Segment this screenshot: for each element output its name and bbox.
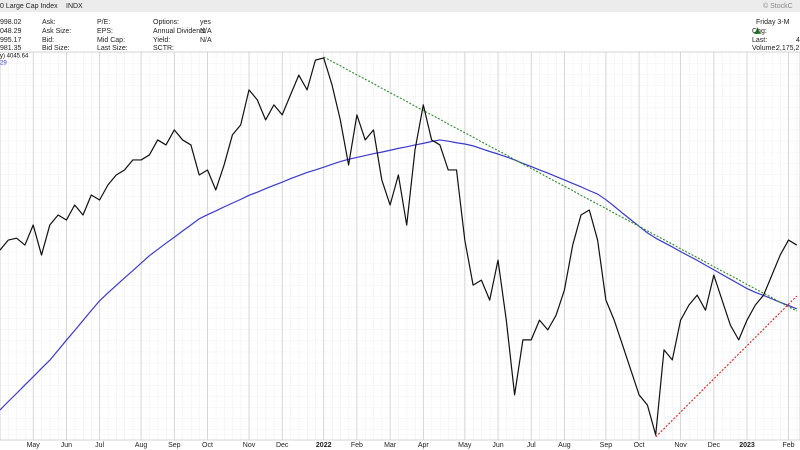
- title: 0 Large Cap Index: [0, 3, 58, 10]
- last-label: Last:: [752, 37, 767, 44]
- quote-field: Options:: [153, 19, 179, 26]
- plot-area: [0, 51, 800, 441]
- x-tick-label: May: [458, 442, 472, 449]
- x-tick-label: Oct: [202, 442, 213, 449]
- series-line: [0, 139, 798, 411]
- quote-field: 981.35: [0, 45, 22, 52]
- volume-value: 2,175,2: [776, 45, 799, 52]
- x-tick-label: May: [27, 442, 41, 449]
- up-arrow: [754, 28, 761, 34]
- month-lines: [32, 52, 789, 440]
- x-tick-label: Sep: [168, 442, 181, 449]
- quote-field: Mid Cap:: [97, 37, 125, 44]
- quote-field: yes: [200, 19, 211, 26]
- x-tick-label: Dec: [708, 442, 721, 449]
- quote-field: Bid Size:: [42, 45, 70, 52]
- credit: © StockC: [763, 2, 793, 10]
- x-tick-label: Feb: [351, 442, 363, 449]
- quote-field: N/A: [200, 28, 212, 35]
- x-tick-label: Sep: [600, 442, 613, 449]
- quote-field: P/E:: [97, 19, 110, 26]
- quote-field: Bid:: [42, 37, 54, 44]
- quote-field: Annual Dividend:: [153, 28, 206, 35]
- x-tick-label: Feb: [782, 442, 794, 449]
- quote-field: Ask:: [42, 19, 56, 26]
- x-tick-label: Jun: [492, 442, 503, 449]
- x-tick-label: Aug: [558, 442, 571, 449]
- x-tick-label: Nov: [674, 442, 687, 449]
- x-tick-label: Apr: [418, 442, 430, 449]
- date: Friday 3-M: [756, 19, 790, 26]
- chg-label: Chg:: [752, 28, 767, 35]
- quote-field: N/A: [200, 37, 212, 44]
- quote-field: EPS:: [97, 28, 113, 35]
- symbol: INDX: [66, 3, 83, 10]
- x-tick-label: Dec: [276, 442, 289, 449]
- quote-field: Last Size:: [97, 45, 128, 52]
- trend-line: [323, 56, 798, 312]
- x-tick-label: Nov: [243, 442, 256, 449]
- header: 0 Large Cap Index INDX © StockC 998.02 04…: [0, 2, 800, 52]
- quote-field: 048.29: [0, 28, 22, 35]
- x-tick-label: Aug: [135, 442, 148, 449]
- x-tick-label: Jun: [61, 442, 72, 449]
- series-line: [0, 57, 798, 436]
- last-value: 4: [796, 37, 800, 44]
- quote-field: Yield:: [153, 37, 170, 44]
- x-tick-label: Jul: [527, 442, 536, 449]
- quote-field: Ask Size:: [42, 28, 71, 35]
- title-strip: [0, 0, 800, 12]
- x-tick-label: Jul: [95, 442, 104, 449]
- x-tick-label: 2022: [316, 442, 332, 449]
- x-tick-label: Oct: [634, 442, 645, 449]
- trend-line: [655, 295, 798, 438]
- series-lines: [0, 56, 798, 438]
- legend-entry: 29: [0, 61, 7, 67]
- quote-field: SCTR:: [153, 45, 174, 52]
- x-tick-label: 2023: [739, 442, 755, 449]
- x-tick-label: Mar: [384, 442, 397, 449]
- legend-entry: y) 4045.64: [0, 54, 29, 60]
- x-axis: May Jun Jul Aug Sep Oct Nov Dec 2022 Feb Mar Apr May…: [27, 442, 795, 449]
- quote-field: 995.17: [0, 37, 22, 44]
- volume-label: Volume:: [752, 45, 777, 52]
- quote-field: 998.02: [0, 19, 22, 26]
